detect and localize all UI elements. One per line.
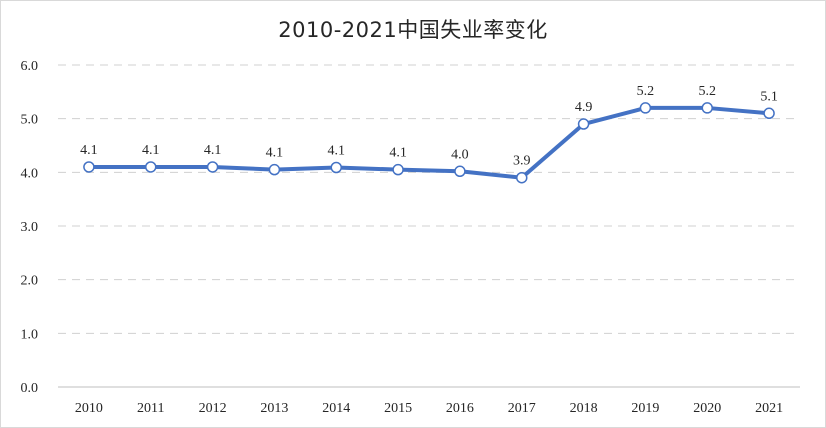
x-tick-label: 2017 [508,401,536,416]
x-tick-label: 2013 [260,401,288,416]
x-tick-label: 2016 [446,401,474,416]
data-label: 4.0 [451,147,469,162]
data-label: 4.1 [142,143,160,158]
data-point [330,161,342,174]
data-label: 4.1 [80,143,98,158]
data-label: 5.2 [699,84,717,99]
y-tick-label: 3.0 [21,220,39,235]
y-tick-label: 6.0 [21,59,39,74]
data-label: 4.9 [575,100,593,115]
y-tick-label: 5.0 [21,113,39,128]
data-point [392,163,404,176]
y-tick-label: 0.0 [21,381,39,396]
data-point [268,163,281,176]
x-tick-label: 2012 [199,401,227,416]
data-label: 5.1 [760,89,778,104]
chart-title: 2010-2021中国失业率变化 [278,18,548,42]
series-points [83,102,775,184]
x-tick-label: 2020 [693,401,721,416]
x-tick-label: 2014 [322,401,350,416]
data-point [454,165,466,178]
data-label: 4.1 [328,144,346,159]
data-point [516,171,528,184]
series-line-path [86,105,772,180]
y-tick-label: 1.0 [21,327,39,342]
data-label: 4.1 [204,143,222,158]
data-point [701,102,713,114]
data-point [763,107,775,120]
x-axis-ticks: 2010 2011 2012 2013 2014 2015 2016 2017 2018 2019… [75,401,783,416]
data-point [145,161,157,173]
data-label: 4.1 [389,146,407,161]
x-tick-label: 2015 [384,401,412,416]
data-point [639,102,652,114]
x-tick-label: 2018 [570,401,598,416]
x-tick-label: 2021 [755,401,783,416]
data-point [83,161,95,173]
data-label: 4.1 [266,146,284,161]
data-point [577,118,590,130]
data-point [206,161,219,173]
data-labels: 4.1 4.1 4.1 4.1 4.1 4.1 4.0 3.9 4.9 5.2 5.2 5.1 [80,84,778,169]
series-line [86,105,772,180]
y-tick-label: 4.0 [21,166,39,181]
x-tick-label: 2010 [75,401,103,416]
y-axis-ticks: 0.0 1.0 2.0 3.0 4.0 5.0 6.0 [21,59,39,396]
y-tick-label: 2.0 [21,274,39,289]
data-label: 3.9 [513,154,531,169]
gridlines [58,64,800,388]
x-tick-label: 2019 [631,401,659,416]
x-tick-label: 2011 [137,401,164,416]
data-label: 5.2 [637,84,655,99]
